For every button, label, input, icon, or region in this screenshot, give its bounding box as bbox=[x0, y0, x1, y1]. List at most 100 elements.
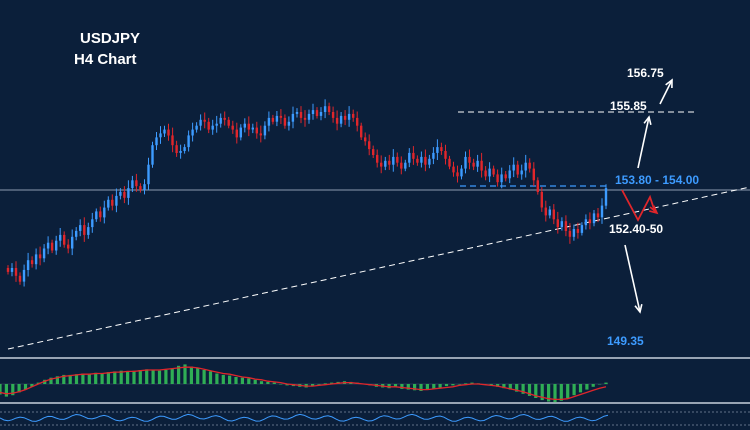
candle-body bbox=[331, 112, 335, 118]
histogram-bar bbox=[444, 384, 449, 387]
candle-body bbox=[444, 151, 447, 159]
histogram-bar bbox=[457, 384, 461, 385]
histogram-bar bbox=[585, 384, 589, 390]
candle-body bbox=[187, 135, 190, 148]
candle-body bbox=[480, 160, 483, 171]
candle-body bbox=[283, 117, 287, 126]
histogram-bar bbox=[100, 373, 104, 384]
histogram-bar bbox=[591, 384, 595, 387]
histogram-bar bbox=[311, 384, 315, 387]
histogram-bar bbox=[534, 384, 538, 398]
candle-body bbox=[18, 275, 22, 282]
histogram-bar bbox=[164, 370, 168, 384]
candle-body bbox=[420, 156, 423, 163]
candle-body bbox=[352, 113, 355, 118]
histogram-bar bbox=[177, 365, 181, 384]
histogram-bar bbox=[553, 384, 557, 403]
candle-body bbox=[191, 129, 194, 136]
candle-body bbox=[528, 162, 531, 169]
candle-body bbox=[211, 125, 214, 130]
histogram-bar bbox=[87, 374, 91, 384]
candle-body bbox=[263, 125, 267, 136]
candle-body bbox=[131, 180, 134, 189]
candle-body bbox=[448, 158, 451, 167]
candle-body bbox=[243, 123, 246, 128]
candle-body bbox=[247, 123, 250, 130]
histogram-bar bbox=[62, 374, 66, 384]
candle-body bbox=[99, 211, 102, 218]
candle-body bbox=[315, 110, 319, 116]
candle-body bbox=[456, 172, 459, 177]
candle-body bbox=[135, 180, 138, 187]
candle-body bbox=[536, 180, 539, 192]
candle-body bbox=[468, 156, 471, 163]
candle-body bbox=[524, 162, 527, 171]
candle-body bbox=[167, 129, 170, 136]
candle-body bbox=[440, 147, 443, 151]
histogram-bar bbox=[547, 384, 551, 402]
projection-arrows bbox=[621, 78, 673, 314]
histogram-bar bbox=[215, 373, 219, 384]
candle-body bbox=[259, 133, 262, 136]
arrow-up-to-high bbox=[659, 79, 673, 105]
histogram-bar bbox=[17, 384, 21, 393]
candle-body bbox=[215, 123, 218, 126]
histogram-bar bbox=[253, 379, 257, 384]
candle-body bbox=[488, 168, 491, 177]
chart-subtitle: H4 Chart bbox=[74, 51, 137, 68]
histogram-bar bbox=[106, 372, 110, 384]
candle-body bbox=[588, 219, 592, 224]
candle-body bbox=[327, 106, 331, 112]
candle-body bbox=[50, 242, 54, 251]
candle-body bbox=[207, 121, 210, 130]
histogram-bar bbox=[438, 384, 442, 388]
label-support: 152.40-50 bbox=[609, 222, 663, 236]
candle-body bbox=[155, 137, 158, 146]
histogram-bar bbox=[208, 371, 213, 384]
candle-body bbox=[548, 209, 551, 216]
candle-body bbox=[195, 125, 198, 130]
zigzag-projection bbox=[621, 189, 656, 222]
macd-panel bbox=[0, 364, 608, 403]
candle-body bbox=[159, 133, 162, 138]
candles bbox=[6, 99, 608, 287]
candle-body bbox=[508, 170, 511, 179]
candle-body bbox=[10, 268, 14, 272]
histogram-bar bbox=[145, 369, 149, 384]
arrow-down-to-low-head bbox=[634, 304, 643, 314]
candle-body bbox=[556, 219, 559, 228]
histogram-bar bbox=[0, 384, 2, 395]
candle-body bbox=[63, 234, 66, 245]
candle-body bbox=[580, 225, 584, 233]
histogram-bar bbox=[113, 371, 117, 384]
candle-body bbox=[271, 117, 275, 122]
candle-body bbox=[396, 156, 399, 163]
candle-body bbox=[339, 115, 343, 124]
histogram-bar bbox=[425, 384, 429, 390]
candle-body bbox=[46, 242, 50, 249]
histogram-bar bbox=[489, 384, 493, 386]
candle-body bbox=[255, 127, 258, 134]
candle-body bbox=[460, 168, 463, 177]
candle-body bbox=[183, 147, 186, 151]
candle-body bbox=[335, 117, 339, 124]
histogram-bar bbox=[566, 384, 570, 398]
candle-body bbox=[560, 221, 563, 228]
histogram-bar bbox=[234, 377, 238, 384]
candle-body bbox=[115, 195, 118, 206]
candle-body bbox=[464, 156, 467, 169]
label-resistance-zone: 153.80 - 154.00 bbox=[615, 173, 699, 187]
candle-body bbox=[219, 117, 222, 124]
candle-body bbox=[504, 174, 507, 179]
candle-body bbox=[107, 199, 110, 208]
candle-body bbox=[175, 145, 178, 153]
histogram-bar bbox=[508, 384, 512, 390]
histogram-bar bbox=[540, 384, 544, 401]
candle-body bbox=[476, 160, 479, 167]
candle-body bbox=[576, 229, 580, 233]
histogram-bar bbox=[126, 371, 130, 384]
arrow-up-to-high-head bbox=[665, 78, 673, 89]
candle-body bbox=[147, 164, 150, 185]
histogram-bar bbox=[317, 384, 321, 385]
